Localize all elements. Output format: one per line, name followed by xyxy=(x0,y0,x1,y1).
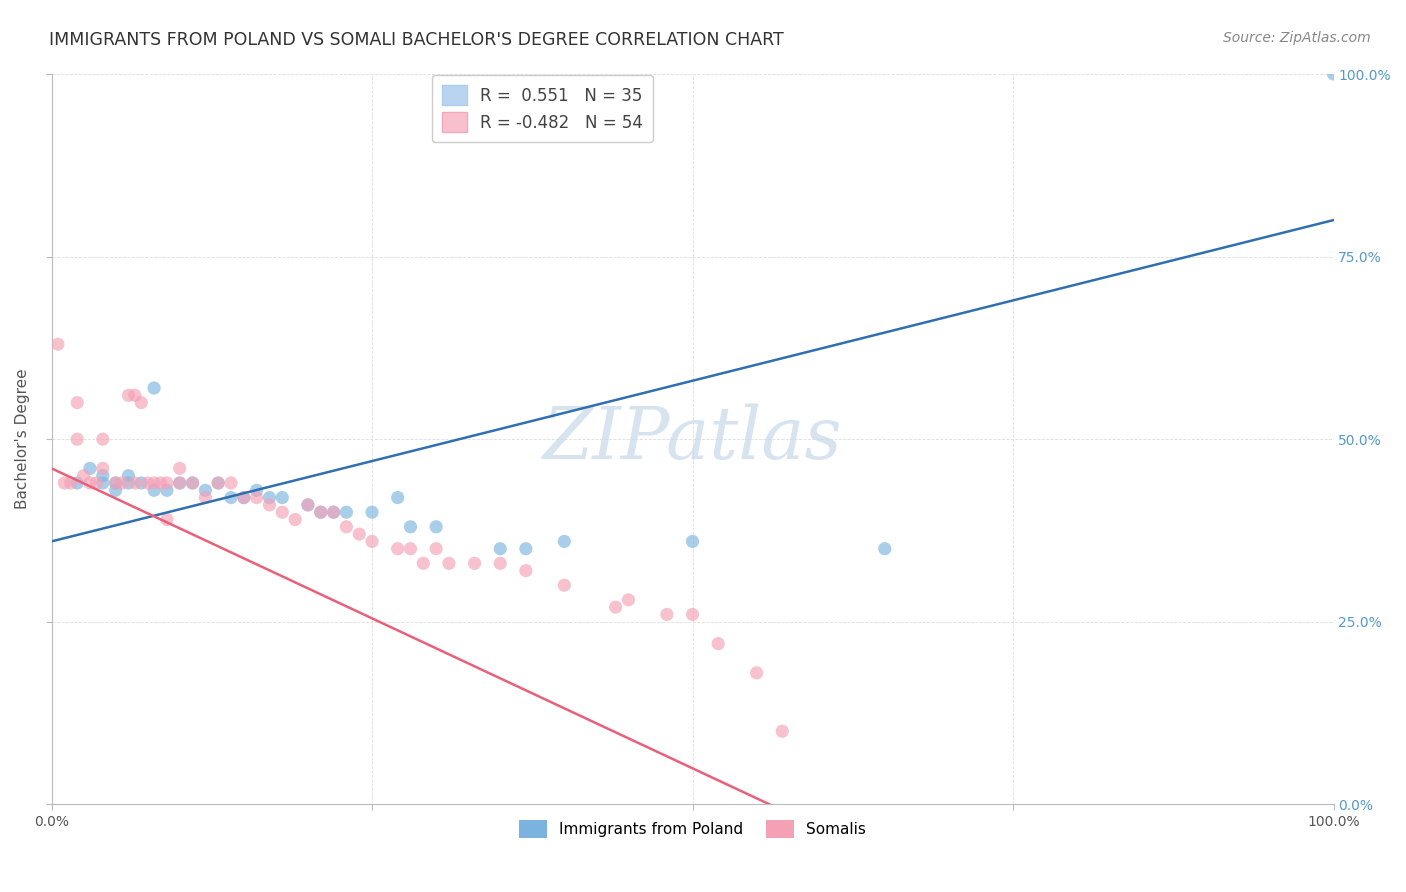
Point xyxy=(219,491,242,505)
Point xyxy=(117,468,139,483)
Text: Source: ZipAtlas.com: Source: ZipAtlas.com xyxy=(1223,31,1371,45)
Point xyxy=(297,498,319,512)
Point xyxy=(464,557,486,571)
Point xyxy=(873,541,896,556)
Point xyxy=(66,432,89,446)
Point xyxy=(745,665,768,680)
Point xyxy=(361,505,384,519)
Point xyxy=(387,541,409,556)
Point xyxy=(322,505,344,519)
Point xyxy=(246,491,269,505)
Point xyxy=(361,534,384,549)
Point xyxy=(489,541,512,556)
Point xyxy=(104,475,127,490)
Text: IMMIGRANTS FROM POLAND VS SOMALI BACHELOR'S DEGREE CORRELATION CHART: IMMIGRANTS FROM POLAND VS SOMALI BACHELO… xyxy=(49,31,785,49)
Point xyxy=(91,468,114,483)
Point xyxy=(59,475,82,490)
Point xyxy=(66,475,89,490)
Point xyxy=(129,475,152,490)
Point xyxy=(72,468,94,483)
Point xyxy=(207,475,229,490)
Point xyxy=(682,607,704,622)
Point xyxy=(322,505,344,519)
Point xyxy=(553,534,575,549)
Point xyxy=(259,491,281,505)
Point xyxy=(46,337,69,351)
Point xyxy=(181,475,204,490)
Point xyxy=(149,475,172,490)
Point xyxy=(111,475,134,490)
Text: ZIPatlas: ZIPatlas xyxy=(543,404,842,475)
Y-axis label: Bachelor's Degree: Bachelor's Degree xyxy=(15,369,30,509)
Point xyxy=(335,520,357,534)
Point xyxy=(124,475,146,490)
Point xyxy=(91,432,114,446)
Point xyxy=(156,475,179,490)
Point xyxy=(770,724,793,739)
Point xyxy=(143,475,166,490)
Point xyxy=(124,388,146,402)
Point xyxy=(425,520,447,534)
Point xyxy=(156,483,179,498)
Point xyxy=(412,557,434,571)
Point xyxy=(515,541,537,556)
Point xyxy=(232,491,254,505)
Point xyxy=(91,461,114,475)
Point xyxy=(515,564,537,578)
Point xyxy=(181,475,204,490)
Point xyxy=(271,505,294,519)
Point xyxy=(117,475,139,490)
Point xyxy=(169,475,191,490)
Point xyxy=(169,461,191,475)
Point xyxy=(129,395,152,409)
Point xyxy=(79,461,101,475)
Point xyxy=(136,475,159,490)
Point xyxy=(219,475,242,490)
Point xyxy=(655,607,678,622)
Point xyxy=(425,541,447,556)
Point xyxy=(309,505,332,519)
Point xyxy=(335,505,357,519)
Point xyxy=(605,600,627,615)
Point xyxy=(66,395,89,409)
Point xyxy=(207,475,229,490)
Point xyxy=(194,491,217,505)
Point xyxy=(707,637,730,651)
Point xyxy=(104,475,127,490)
Point xyxy=(617,592,640,607)
Point xyxy=(156,512,179,526)
Point xyxy=(682,534,704,549)
Point xyxy=(143,381,166,395)
Point xyxy=(86,475,108,490)
Point xyxy=(1322,67,1344,81)
Point xyxy=(194,483,217,498)
Point xyxy=(53,475,76,490)
Point xyxy=(387,491,409,505)
Point xyxy=(271,491,294,505)
Point xyxy=(117,388,139,402)
Point xyxy=(489,557,512,571)
Point xyxy=(104,483,127,498)
Point xyxy=(143,483,166,498)
Point xyxy=(297,498,319,512)
Point xyxy=(91,475,114,490)
Point xyxy=(399,520,422,534)
Point xyxy=(246,483,269,498)
Point xyxy=(232,491,254,505)
Legend: Immigrants from Poland, Somalis: Immigrants from Poland, Somalis xyxy=(513,814,872,844)
Point xyxy=(437,557,460,571)
Point xyxy=(347,527,370,541)
Point xyxy=(553,578,575,592)
Point xyxy=(284,512,307,526)
Point xyxy=(259,498,281,512)
Point xyxy=(309,505,332,519)
Point xyxy=(169,475,191,490)
Point xyxy=(79,475,101,490)
Point xyxy=(399,541,422,556)
